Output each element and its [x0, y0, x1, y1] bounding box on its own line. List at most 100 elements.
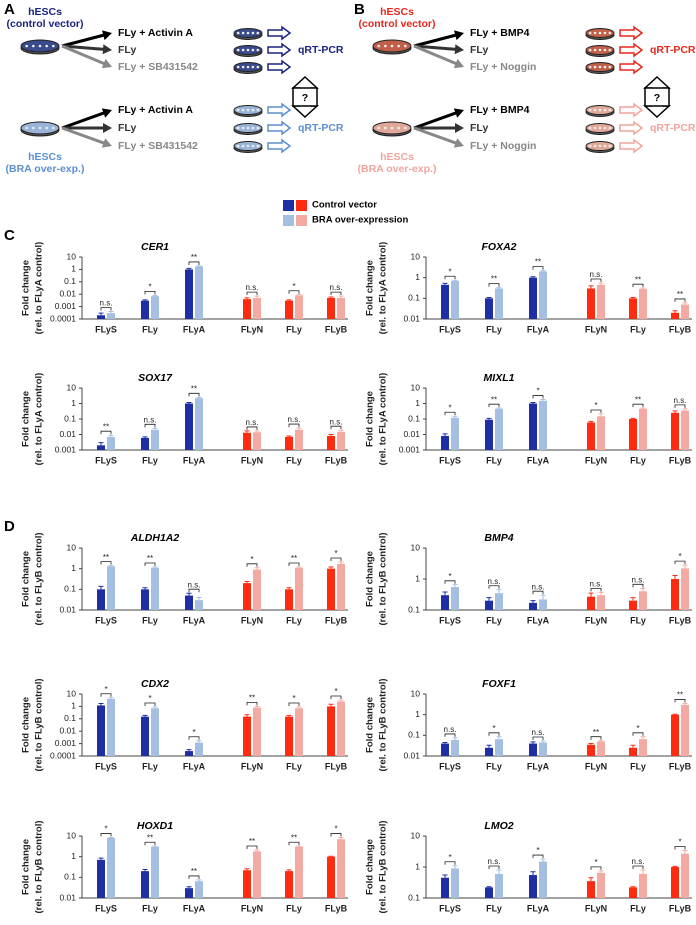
- y-axis-label: (rel. to FLyA control): [378, 242, 389, 335]
- error-bar: [286, 587, 292, 590]
- cell-line-label: hESCs: [28, 6, 62, 18]
- bar: [597, 872, 605, 898]
- significance-label: n.s.: [444, 725, 457, 734]
- hollow-arrow: [619, 59, 644, 75]
- hollow-arrow: [619, 120, 644, 136]
- treatment-label: FLy + BMP4: [470, 104, 530, 116]
- y-axis-label: Fold change: [21, 697, 32, 753]
- y-axis-label: Fold change: [365, 697, 376, 753]
- bar: [681, 704, 689, 756]
- significance-label: n.s.: [246, 418, 259, 427]
- bar: [337, 431, 345, 450]
- bar: [107, 838, 115, 898]
- cell-line-label: (BRA over-exp.): [6, 163, 85, 175]
- x-tick-label: FLy: [286, 615, 302, 625]
- cell: [598, 31, 602, 35]
- error-bar: [640, 869, 646, 874]
- bar: [539, 400, 547, 450]
- bar: [639, 591, 647, 610]
- bar: [151, 567, 159, 610]
- y-tick-label: 1: [415, 861, 420, 871]
- significance-bracket: [444, 861, 456, 865]
- x-tick-label: FLyB: [669, 615, 692, 625]
- error-bar: [682, 302, 688, 305]
- error-bar: [496, 589, 502, 594]
- significance-bracket: [188, 392, 200, 397]
- y-tick-label: 0.1: [64, 872, 76, 882]
- error-bar: [186, 886, 192, 889]
- arrow-head: [102, 44, 112, 55]
- cell: [588, 126, 592, 130]
- error-bar: [296, 706, 302, 709]
- treatment-label: FLy + BMP4: [470, 27, 530, 39]
- significance-bracket: [246, 426, 258, 430]
- bar: [539, 861, 547, 898]
- significance-bracket: [100, 833, 112, 837]
- error-bar: [296, 294, 302, 296]
- arrow-head: [101, 58, 112, 69]
- arrow: [413, 44, 460, 67]
- bar: [441, 284, 449, 319]
- treatment-label: FLy: [118, 122, 136, 134]
- cell: [593, 48, 597, 52]
- significance-label: n.s.: [488, 857, 501, 866]
- cell: [236, 108, 240, 112]
- x-tick-label: FLyN: [585, 903, 607, 913]
- error-bar: [338, 836, 344, 840]
- cell: [397, 126, 400, 130]
- y-tick-label: 0.1: [408, 293, 420, 303]
- bar: [337, 563, 345, 610]
- bar: [327, 856, 335, 898]
- bar: [629, 600, 637, 610]
- y-tick-label: 0.1: [408, 892, 420, 902]
- cell: [397, 44, 400, 48]
- bar: [141, 437, 149, 450]
- cell: [384, 126, 387, 130]
- y-tick-label: 0.01: [59, 725, 76, 735]
- cell: [246, 126, 250, 130]
- bar: [451, 587, 459, 610]
- cell: [603, 31, 607, 35]
- significance-bracket: [144, 562, 156, 567]
- bar: [243, 432, 251, 450]
- significance-label: n.s.: [590, 270, 603, 279]
- error-bar: [452, 584, 458, 588]
- y-tick-label: 0.001: [55, 301, 77, 311]
- error-bar: [98, 442, 104, 446]
- significance-label: n.s.: [100, 299, 113, 308]
- error-bar: [530, 276, 536, 278]
- error-bar: [254, 705, 260, 708]
- significance-label: *: [678, 552, 681, 561]
- y-tick-label: 10: [67, 382, 77, 392]
- bar: [441, 595, 449, 610]
- significance-label: n.s.: [246, 283, 259, 292]
- error-bar: [682, 702, 688, 705]
- significance-label: n.s.: [632, 575, 645, 584]
- y-tick-label: 0.1: [64, 713, 76, 723]
- bar: [285, 436, 293, 450]
- significance-bracket: [288, 423, 300, 428]
- x-tick-label: FLy: [630, 324, 646, 334]
- significance-label: *: [148, 694, 151, 703]
- significance-bracket: [632, 865, 644, 870]
- significance-label: n.s.: [532, 728, 545, 737]
- error-bar: [152, 845, 158, 847]
- cell: [598, 126, 602, 130]
- error-bar: [152, 294, 158, 297]
- bar: [285, 589, 293, 610]
- significance-bracket: [188, 875, 200, 879]
- error-bar: [328, 703, 334, 707]
- x-tick-label: FLyS: [95, 761, 117, 771]
- error-bar: [672, 865, 678, 867]
- x-tick-label: FLyA: [527, 324, 550, 334]
- significance-label: *: [334, 825, 337, 834]
- cell: [608, 48, 612, 52]
- y-tick-label: 0.1: [408, 604, 420, 614]
- error-bar: [530, 600, 536, 603]
- error-bar: [640, 587, 646, 592]
- y-tick-label: 10: [67, 542, 77, 552]
- arrow-head: [102, 30, 112, 41]
- bar: [327, 297, 335, 319]
- x-tick-label: FLy: [142, 615, 158, 625]
- bar: [185, 751, 193, 756]
